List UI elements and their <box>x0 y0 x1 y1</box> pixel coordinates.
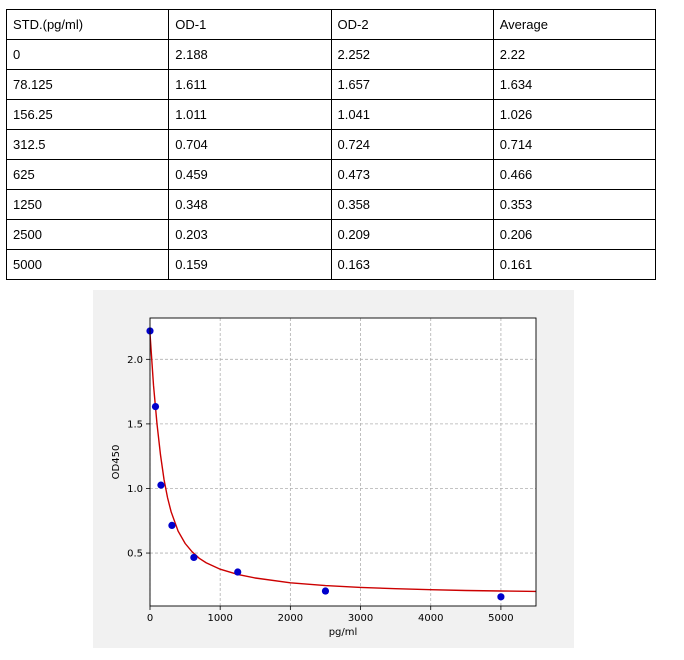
table-cell: 0.159 <box>168 249 332 280</box>
table-cell: 2.188 <box>168 39 332 70</box>
x-tick-label: 3000 <box>348 613 373 624</box>
table-cell: 0.473 <box>330 159 494 190</box>
y-tick-label: 2.0 <box>127 355 143 366</box>
table-cell: 0.203 <box>168 219 332 250</box>
data-point <box>497 593 505 601</box>
table-cell: 0.348 <box>168 189 332 220</box>
table-row: 78.125 1.611 1.657 1.634 <box>5 69 657 100</box>
chart-panel: 0 1000 2000 3000 4000 5000 0.5 1.0 1.5 2.0 pg/ml OD… <box>93 290 574 648</box>
table-body: 0 2.188 2.252 2.22 78.125 1.611 1.657 1.634 156.… <box>5 39 657 280</box>
table-cell: 0.358 <box>330 189 494 220</box>
y-axis-label: OD450 <box>111 445 122 480</box>
table-cell: 0.714 <box>492 129 657 160</box>
axes-frame <box>149 317 537 607</box>
standard-curve-table: STD.(pg/ml) OD-1 OD-2 Average 0 2.188 2.25… <box>5 9 657 280</box>
x-tick-label: 5000 <box>488 613 513 624</box>
table-row: 156.25 1.011 1.041 1.026 <box>5 99 657 130</box>
table-cell: 0 <box>5 39 170 70</box>
standard-curve-chart: 0 1000 2000 3000 4000 5000 0.5 1.0 1.5 2.0 pg/ml OD… <box>111 317 537 638</box>
table-cell: 0.466 <box>492 159 657 190</box>
table-row: 625 0.459 0.473 0.466 <box>5 159 657 190</box>
table-header-row: STD.(pg/ml) OD-1 OD-2 Average <box>5 9 657 40</box>
column-header-od2: OD-2 <box>330 9 494 40</box>
table-cell: 156.25 <box>5 99 170 130</box>
table-row: 2500 0.203 0.209 0.206 <box>5 219 657 250</box>
table-row: 5000 0.159 0.163 0.161 <box>5 249 657 280</box>
table-cell: 5000 <box>5 249 170 280</box>
data-point <box>234 568 242 576</box>
table-cell: 2.252 <box>330 39 494 70</box>
table-row: 312.5 0.704 0.724 0.714 <box>5 129 657 160</box>
table-cell: 2500 <box>5 219 170 250</box>
table-row: 0 2.188 2.252 2.22 <box>5 39 657 70</box>
x-tick-label: 0 <box>147 613 153 624</box>
table-cell: 2.22 <box>492 39 657 70</box>
table-cell: 0.459 <box>168 159 332 190</box>
table-cell: 0.704 <box>168 129 332 160</box>
data-point <box>151 402 160 411</box>
column-header-od1: OD-1 <box>168 9 332 40</box>
x-tick-label: 2000 <box>278 613 303 624</box>
x-tick-label: 1000 <box>207 613 232 624</box>
table-cell: 1.611 <box>168 69 332 100</box>
table-row: 1250 0.348 0.358 0.353 <box>5 189 657 220</box>
data-point <box>157 481 165 489</box>
data-point <box>190 553 198 562</box>
table-cell: 625 <box>5 159 170 190</box>
table-cell: 0.161 <box>492 249 657 280</box>
table-cell: 0.353 <box>492 189 657 220</box>
table-cell: 1.011 <box>168 99 332 130</box>
table-cell: 1.634 <box>492 69 657 100</box>
fit-curve-line <box>149 333 537 593</box>
table-cell: 312.5 <box>5 129 170 160</box>
table-cell: 1.026 <box>492 99 657 130</box>
column-header-average: Average <box>492 9 657 40</box>
table-cell: 1.657 <box>330 69 494 100</box>
x-tick-label: 4000 <box>418 613 443 624</box>
table-cell: 78.125 <box>5 69 170 100</box>
table-cell: 1.041 <box>330 99 494 130</box>
y-tick-label: 0.5 <box>127 549 143 560</box>
plot-area <box>150 318 536 606</box>
y-tick-label: 1.5 <box>127 419 143 430</box>
data-point <box>321 587 330 595</box>
table-cell: 1250 <box>5 189 170 220</box>
table-cell: 0.206 <box>492 219 657 250</box>
y-tick-label: 1.0 <box>127 484 143 495</box>
data-point <box>168 521 176 530</box>
column-header-std: STD.(pg/ml) <box>5 9 170 40</box>
x-axis-label: pg/ml <box>329 627 358 638</box>
table-cell: 0.163 <box>330 249 494 280</box>
table-cell: 0.209 <box>330 219 494 250</box>
table-cell: 0.724 <box>330 129 494 160</box>
